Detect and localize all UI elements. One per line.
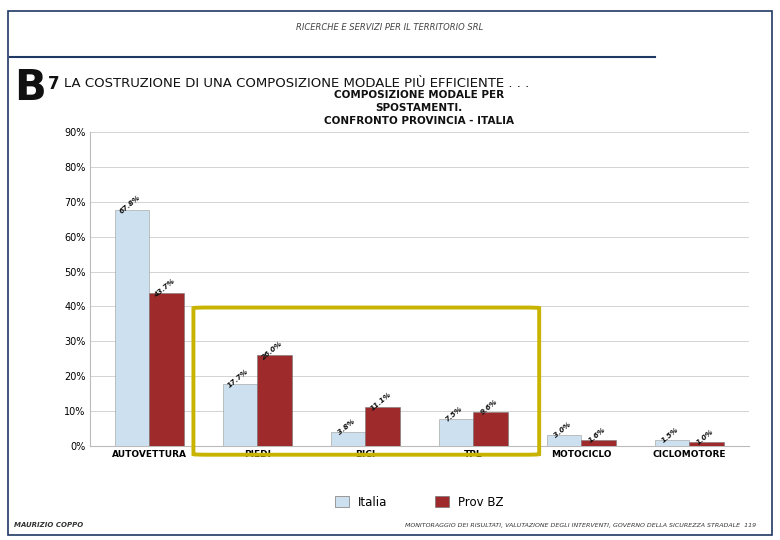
Text: B: B	[14, 68, 46, 110]
Text: 7.5%: 7.5%	[445, 406, 463, 423]
Text: MONITORAGGIO DEI RISULTATI, VALUTAZIONE DEGLI INTERVENTI, GOVERNO DELLA SICUREZZ: MONITORAGGIO DEI RISULTATI, VALUTAZIONE …	[406, 523, 757, 528]
Text: 3.0%: 3.0%	[552, 421, 572, 438]
Bar	[115, 210, 149, 446]
Text: 67.8%: 67.8%	[119, 194, 141, 215]
Bar	[473, 412, 508, 445]
Bar	[257, 355, 292, 446]
Bar	[149, 293, 184, 446]
Bar	[365, 407, 400, 446]
Bar	[222, 384, 257, 446]
Text: MAURIZIO COPPO: MAURIZIO COPPO	[14, 522, 83, 528]
Text: LA COSTRUZIONE DI UNA COMPOSIZIONE MODALE PIÙ EFFICIENTE . . .: LA COSTRUZIONE DI UNA COMPOSIZIONE MODAL…	[64, 77, 529, 90]
Text: 3.8%: 3.8%	[336, 418, 356, 436]
Text: 1.6%: 1.6%	[587, 426, 606, 443]
Text: 1.0%: 1.0%	[695, 428, 714, 446]
Text: 17.7%: 17.7%	[226, 368, 250, 389]
Text: 43.7%: 43.7%	[153, 278, 176, 299]
Bar	[547, 435, 581, 445]
Text: RICERCHE E SERVIZI
PER IL TERRITORIO: RICERCHE E SERVIZI PER IL TERRITORIO	[690, 42, 734, 51]
Bar	[331, 433, 365, 446]
Title: COMPOSIZIONE MODALE PER
SPOSTAMENTI.
CONFRONTO PROVINCIA - ITALIA: COMPOSIZIONE MODALE PER SPOSTAMENTI. CON…	[324, 90, 514, 126]
Text: 7: 7	[48, 75, 60, 92]
Bar	[654, 440, 690, 445]
Text: 1.5%: 1.5%	[661, 427, 679, 444]
Text: RST: RST	[693, 18, 730, 36]
Bar	[690, 442, 724, 446]
Text: 11.1%: 11.1%	[369, 392, 392, 412]
Legend: Italia, Prov BZ: Italia, Prov BZ	[335, 496, 504, 509]
Text: RICERCHE E SERVIZI PER IL TERRITORIO SRL: RICERCHE E SERVIZI PER IL TERRITORIO SRL	[296, 23, 484, 32]
Text: 26.0%: 26.0%	[261, 340, 284, 360]
Bar	[581, 440, 616, 445]
Bar	[438, 420, 473, 446]
Text: 9.6%: 9.6%	[479, 399, 498, 416]
